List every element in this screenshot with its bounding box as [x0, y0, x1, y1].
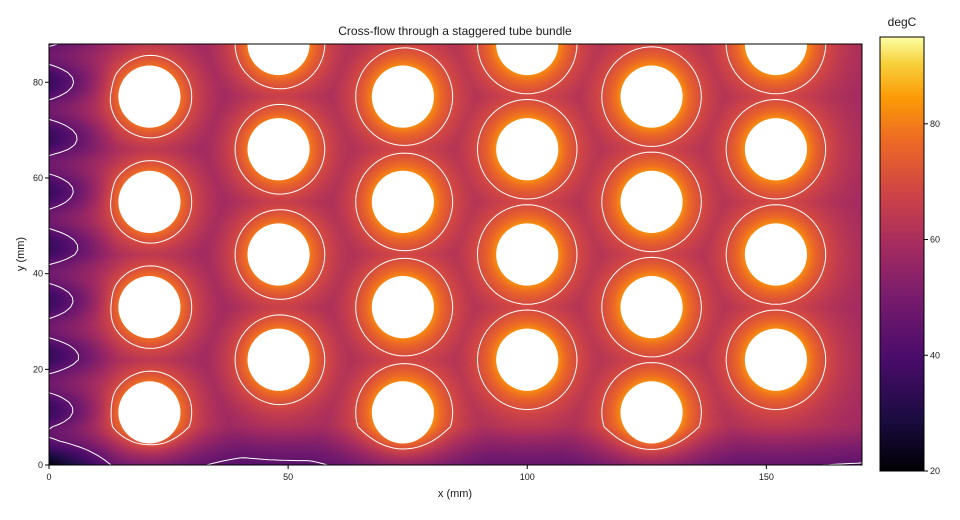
- tube: [247, 118, 310, 181]
- plot-frame: [48, 43, 863, 466]
- tube: [620, 276, 683, 339]
- colorbar-tick-label: 60: [930, 235, 940, 245]
- x-tick-label: 0: [46, 472, 51, 482]
- x-tick-label: 150: [759, 472, 774, 482]
- colorbar-ticks: 20 40 60 80: [924, 119, 940, 476]
- colorbar-tick-label: 80: [930, 119, 940, 129]
- tube-layer: [118, 44, 808, 444]
- tube: [371, 170, 434, 233]
- tube: [496, 223, 559, 286]
- y-axis: 0 20 40 60 80: [33, 77, 49, 470]
- tube: [496, 44, 559, 76]
- contour-line: [109, 44, 827, 450]
- tube: [744, 44, 807, 76]
- tube: [620, 170, 683, 233]
- chart-title: Cross-flow through a staggered tube bund…: [338, 24, 572, 38]
- plot-area: [48, 43, 863, 466]
- tube: [118, 170, 181, 233]
- y-tick-label: 80: [33, 77, 43, 87]
- tube: [247, 44, 310, 76]
- tube: [118, 65, 181, 128]
- tube: [118, 276, 181, 339]
- tube: [371, 65, 434, 128]
- x-tick-label: 50: [283, 472, 293, 482]
- colorbar-gradient: [879, 36, 925, 472]
- tube: [118, 381, 181, 444]
- x-axis-label: x (mm): [438, 488, 472, 500]
- tube: [371, 276, 434, 339]
- tube: [496, 328, 559, 391]
- tube: [620, 65, 683, 128]
- y-tick-label: 40: [33, 269, 43, 279]
- x-axis: 0 50 100 150: [46, 465, 774, 482]
- colorbar: degC 20 40 60 80: [879, 15, 940, 476]
- x-tick-label: 100: [520, 472, 535, 482]
- tube: [744, 118, 808, 181]
- tube: [371, 381, 434, 444]
- y-tick-label: 60: [33, 173, 43, 183]
- y-tick-label: 20: [33, 364, 43, 374]
- tube: [620, 381, 683, 444]
- tube: [496, 118, 559, 181]
- colorbar-tick-label: 40: [930, 350, 940, 360]
- colorbar-tick-label: 20: [930, 466, 940, 476]
- y-axis-label: y (mm): [15, 237, 27, 271]
- y-tick-label: 0: [38, 460, 43, 470]
- tube: [744, 328, 808, 391]
- tube: [247, 223, 310, 286]
- tube: [744, 223, 808, 286]
- colorbar-label: degC: [888, 15, 917, 29]
- contour-lines: [49, 44, 862, 465]
- tube: [247, 328, 310, 391]
